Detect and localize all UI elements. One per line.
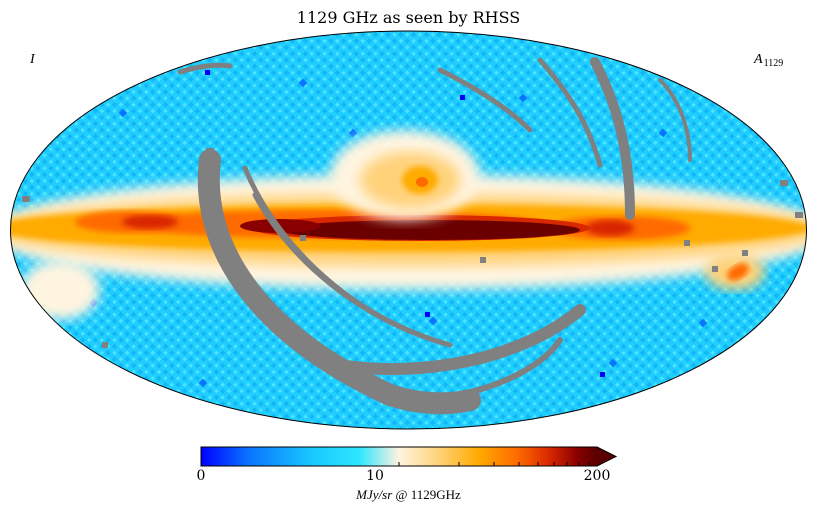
colorbar-extend-arrow	[597, 447, 616, 466]
stokes-label: I	[30, 52, 35, 67]
colorbar-tick-mid: 10	[366, 468, 384, 484]
colorbar-unit: MJy/sr	[356, 487, 393, 502]
colorbar-unit-suffix: @ 1129GHz	[395, 487, 461, 502]
map-title: 1129 GHz as seen by RHSS	[296, 8, 521, 27]
scan-gap-arc-northeast-3	[437, 67, 533, 133]
amplitude-subscript: 1129	[763, 58, 784, 69]
left-warm-patch	[20, 260, 100, 320]
scan-gap-arc-northeast	[590, 57, 635, 220]
amplitude-symbol: A	[754, 52, 763, 67]
scan-gap-arc-northeast-2	[537, 57, 603, 168]
scan-gap-arc-south-inner	[427, 337, 563, 403]
scan-gap-arc-south	[334, 304, 586, 376]
scan-gap-arc-north-left	[177, 62, 233, 75]
colorbar-gradient	[201, 447, 597, 466]
scan-gap-arc-middle	[252, 192, 453, 348]
masked-pixels	[22, 148, 803, 348]
scan-gap-arc-northeast-4	[658, 78, 692, 162]
north-polar-spur	[330, 130, 480, 220]
masked-scan-gaps	[177, 57, 692, 415]
scan-gap-arc-west	[197, 149, 481, 415]
colorbar-tick-min: 0	[196, 468, 206, 484]
colorbar-minor-ticks	[398, 462, 590, 466]
orion-region	[705, 254, 765, 290]
map-outline	[10, 30, 807, 430]
colorbar-tick-max: 200	[583, 468, 611, 484]
amplitude-label: A1129	[754, 52, 784, 69]
colorbar	[200, 446, 618, 467]
colorbar-frame	[200, 446, 618, 467]
colorbar-unit-label: MJy/sr @ 1129GHz	[0, 487, 817, 503]
